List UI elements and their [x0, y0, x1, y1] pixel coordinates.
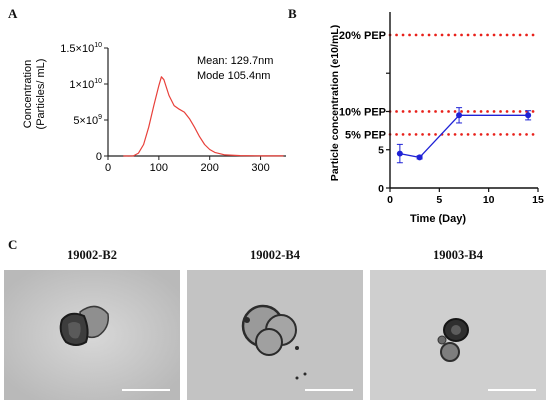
scale-bar [122, 389, 170, 391]
tem-image-3 [370, 270, 546, 400]
y-axis-label-line-1: Concentration [22, 60, 34, 129]
data-point [416, 154, 423, 161]
mode-annotation: Mode 105.4nm [197, 70, 270, 82]
x-tick-label: 5 [436, 194, 442, 206]
y-tick-label: 1×1010 [69, 78, 102, 91]
x-tick-label: 300 [251, 162, 269, 174]
scale-bar [488, 389, 536, 391]
scale-bar [305, 389, 353, 391]
data-point [456, 112, 463, 119]
series-line [399, 114, 529, 159]
x-tick-label: 0 [105, 162, 111, 174]
x-tick-label: 15 [532, 194, 544, 206]
panel-label-b: B [288, 6, 297, 21]
tem-title-3: 19003-B4 [433, 248, 483, 262]
tem-image-2 [187, 270, 363, 400]
data-point [396, 150, 403, 157]
y-tick-label: 5×109 [73, 114, 102, 127]
reference-line-label: 20% PEP [339, 30, 386, 42]
tem-image-1 [4, 270, 180, 400]
panel-label-c: C [8, 237, 18, 252]
x-tick-label: 0 [387, 194, 393, 206]
reference-line-label: 5% PEP [345, 129, 386, 141]
panel-label-a: A [8, 6, 18, 21]
mean-annotation: Mean: 129.7nm [197, 55, 273, 67]
y-tick-label: 1.5×1010 [60, 42, 102, 55]
y-tick-label: 5 [378, 145, 384, 157]
y-tick-label: 0 [378, 183, 384, 195]
x-tick-label: 100 [150, 162, 168, 174]
x-tick-label: 200 [201, 162, 219, 174]
reference-line-label: 10% PEP [339, 106, 386, 118]
x-axis-label: Time (Day) [410, 213, 466, 225]
y-tick-label: 0 [96, 151, 102, 163]
tem-title-2: 19002-B4 [250, 248, 300, 262]
distribution-line [123, 76, 284, 157]
y-axis-label: Particle concentration (e10/mL) [329, 25, 341, 181]
data-point [525, 112, 532, 119]
y-axis-label-line-2: (Particles/ mL) [35, 59, 47, 130]
x-tick-label: 10 [483, 194, 495, 206]
tem-title-1: 19002-B2 [67, 248, 117, 262]
